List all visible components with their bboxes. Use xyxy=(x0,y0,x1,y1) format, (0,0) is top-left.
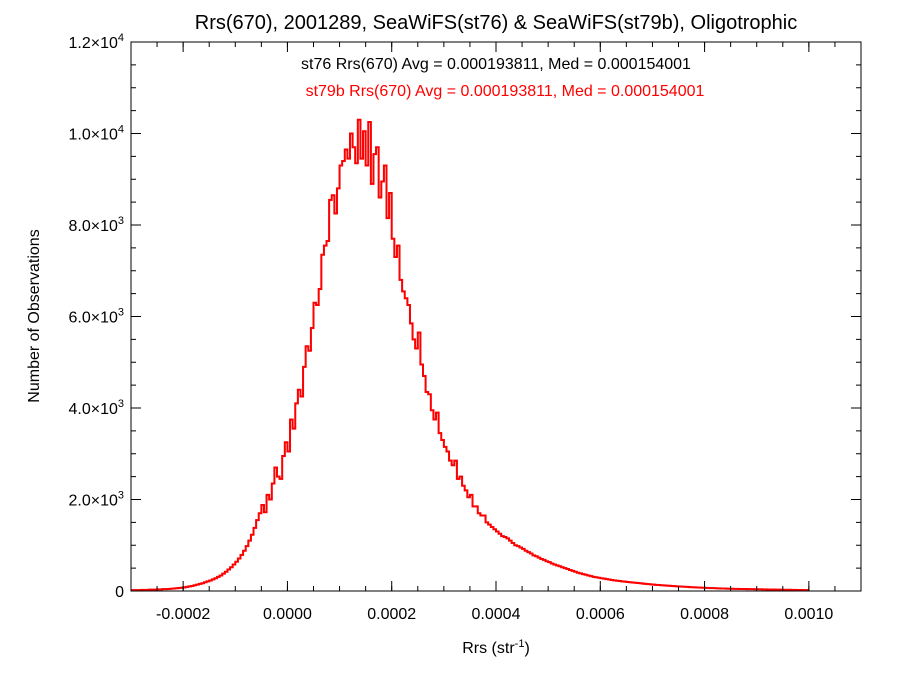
x-tick-label: 0.0004 xyxy=(472,606,521,623)
chart-title: Rrs(670), 2001289, SeaWiFS(st76) & SeaWi… xyxy=(195,12,797,34)
y-tick-label-exponent: 3 xyxy=(118,398,124,410)
y-tick-label-exponent: 4 xyxy=(118,32,124,44)
y-tick-label-mantissa: 1.2×10 xyxy=(68,35,117,52)
y-tick-label-mantissa: 4.0×10 xyxy=(68,401,117,418)
y-tick-label-mantissa: 6.0×10 xyxy=(68,310,117,327)
x-axis-label: Rrs (str-1) xyxy=(462,638,530,657)
x-tick-label: 0.0000 xyxy=(263,606,312,623)
plot-frame xyxy=(130,41,862,592)
x-tick-label: 0.0008 xyxy=(680,606,729,623)
y-tick-label: 1.2×104 xyxy=(68,32,124,52)
y-tick-label-exponent: 3 xyxy=(118,490,124,502)
histogram-series-st79b xyxy=(131,118,809,592)
x-axis-label-base: Rrs (str xyxy=(462,640,515,657)
y-tick-label-exponent: 4 xyxy=(118,124,124,136)
annotation-st76: st76 Rrs(670) Avg = 0.000193811, Med = 0… xyxy=(301,56,691,73)
annotation-st79b: st79b Rrs(670) Avg = 0.000193811, Med = … xyxy=(306,83,705,100)
x-axis-label-close: ) xyxy=(524,640,529,657)
x-axis-label-sup: -1 xyxy=(515,638,525,650)
plot-marks xyxy=(131,118,809,592)
histogram-series-st76 xyxy=(131,119,809,591)
y-tick-label: 6.0×103 xyxy=(68,307,124,327)
y-tick-label-mantissa: 2.0×10 xyxy=(68,493,117,510)
y-axis: 02.0×1034.0×1036.0×1038.0×1031.0×1041.2×… xyxy=(68,32,861,601)
y-tick-label-exponent: 3 xyxy=(118,307,124,319)
y-tick-label: 4.0×103 xyxy=(68,398,124,418)
x-tick-label: 0.0006 xyxy=(576,606,625,623)
x-tick-label: 0.0002 xyxy=(367,606,416,623)
y-axis-label: Number of Observations xyxy=(26,229,43,402)
x-tick-label: -0.0002 xyxy=(156,606,210,623)
y-tick-label-mantissa: 1.0×10 xyxy=(68,127,117,144)
y-tick-label: 8.0×103 xyxy=(68,215,124,235)
y-tick-label-mantissa: 8.0×10 xyxy=(68,218,117,235)
x-axis: -0.0002 0.0000 0.0002 0.0004 0.0006 0.0008 0.0… xyxy=(130,42,862,623)
y-tick-label: 0 xyxy=(115,584,124,601)
y-tick-label-exponent: 3 xyxy=(118,215,124,227)
y-tick-label: 2.0×103 xyxy=(68,490,124,510)
y-tick-label-mantissa: 0 xyxy=(115,584,124,601)
y-tick-label: 1.0×104 xyxy=(68,124,124,144)
x-tick-label: 0.0010 xyxy=(784,606,833,623)
